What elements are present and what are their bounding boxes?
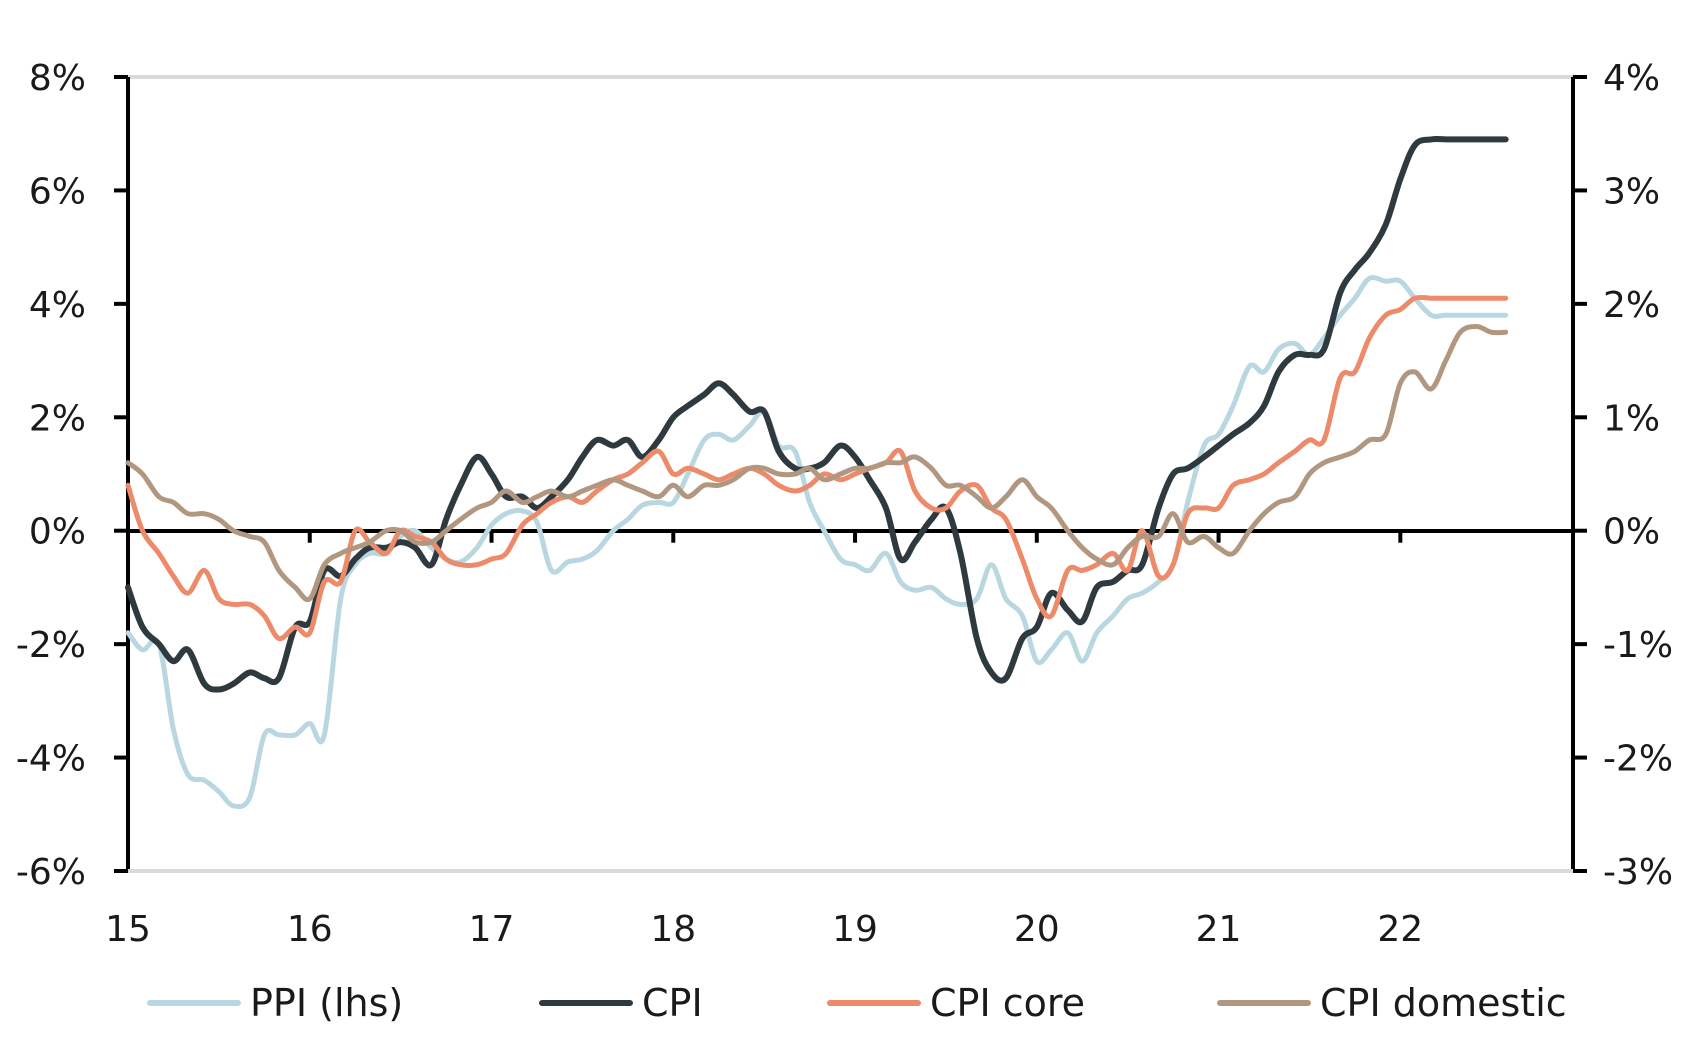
legend-item-cpi-core: CPI core: [827, 981, 1085, 1025]
left-y-tick-label: 2%: [29, 398, 86, 439]
x-tick-label: 18: [650, 909, 696, 950]
right-y-tick-label: -2%: [1603, 739, 1673, 780]
series-lines: [125, 135, 1509, 810]
x-tick-label: 17: [469, 909, 515, 950]
x-tick-label: 15: [105, 909, 151, 950]
legend: PPI (lhs) CPI CPI core CPI domestic: [147, 981, 1567, 1025]
x-tick-label: 20: [1014, 909, 1060, 950]
series-line-ppi-lhs: [125, 275, 1509, 810]
x-tick-label: 21: [1196, 909, 1242, 950]
left-y-tick-label: 0%: [29, 512, 86, 553]
left-y-tick-label: 6%: [29, 171, 86, 212]
left-y-tick-label: -2%: [16, 625, 86, 666]
right-y-tick-label: 0%: [1603, 512, 1660, 553]
series-line-cpi: [125, 135, 1509, 693]
right-y-tick-label: 2%: [1603, 285, 1660, 326]
right-y-tick-label: 3%: [1603, 171, 1660, 212]
right-y-tick-label: -3%: [1603, 852, 1673, 893]
left-y-tick-group: -6% -4% -2% 0% 2% 4% 6% 8%: [16, 58, 128, 893]
x-tick-group: 15 16 17 18 19 20 21 22: [105, 530, 1423, 950]
left-y-tick-label: -4%: [16, 739, 86, 780]
legend-item-ppi-lhs: PPI (lhs): [147, 981, 403, 1025]
x-tick-label: 22: [1377, 909, 1423, 950]
left-y-tick-label: -6%: [16, 852, 86, 893]
legend-label: PPI (lhs): [250, 981, 403, 1025]
left-y-tick-label: 8%: [29, 58, 86, 99]
series-line-cpi-domestic: [125, 324, 1509, 603]
x-tick-label: 19: [832, 909, 878, 950]
right-y-tick-label: 4%: [1603, 58, 1660, 99]
right-y-tick-group: -3% -2% -1% 0% 1% 2% 3% 4%: [1573, 58, 1673, 893]
right-y-tick-label: 1%: [1603, 398, 1660, 439]
x-tick-label: 16: [287, 909, 333, 950]
legend-label: CPI core: [930, 981, 1085, 1025]
legend-label: CPI: [642, 981, 703, 1025]
legend-label: CPI domestic: [1320, 981, 1567, 1025]
right-y-tick-label: -1%: [1603, 625, 1673, 666]
left-y-tick-label: 4%: [29, 285, 86, 326]
legend-item-cpi-domestic: CPI domestic: [1217, 981, 1567, 1025]
legend-item-cpi: CPI: [539, 981, 703, 1025]
